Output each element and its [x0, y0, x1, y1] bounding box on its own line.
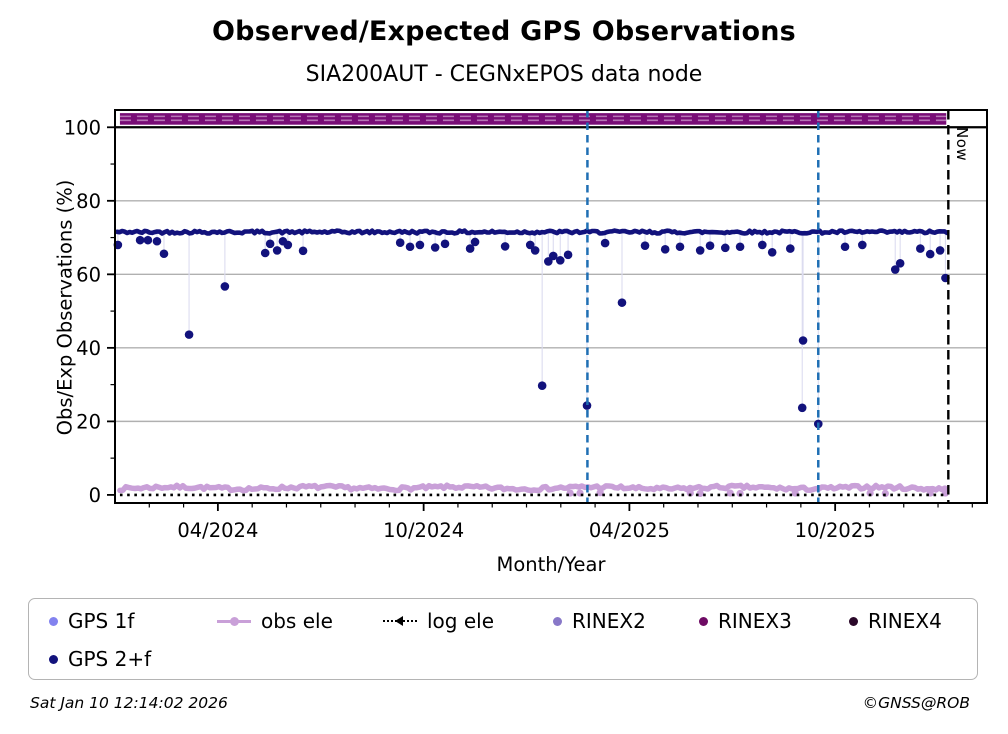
- legend-dotted-arrow-icon: [383, 616, 417, 626]
- gps2f-outlier: [555, 256, 565, 265]
- gps2f-outlier: [440, 239, 450, 249]
- gps2f-outlier: [925, 249, 935, 259]
- gps2f-outlier: [500, 242, 510, 251]
- legend-label: obs ele: [261, 609, 333, 633]
- gps2f-outlier: [537, 381, 547, 391]
- obs-ele-low-point: [596, 489, 604, 497]
- chart-subtitle: SIA200AUT - CEGNxEPOS data node: [305, 62, 703, 87]
- x-axis-label: Month/Year: [496, 553, 606, 576]
- gps2f-outlier: [272, 246, 282, 255]
- gps2f-outlier: [890, 265, 900, 274]
- gps2f-outlier: [544, 257, 553, 266]
- gps2f-outlier: [159, 249, 169, 259]
- y-tick-label: 60: [76, 263, 101, 286]
- x-tick-label: 04/2024: [177, 519, 258, 542]
- gps2f-outlier: [260, 248, 270, 258]
- gps2f-outlier: [640, 241, 650, 250]
- gps2f-outlier: [152, 236, 162, 246]
- now-annotation: Now: [953, 127, 971, 162]
- legend-item-rinex4: RINEX4: [849, 609, 977, 633]
- gps2f-outlier: [283, 240, 293, 250]
- gps2f-outlier: [395, 238, 405, 248]
- y-tick-label: 100: [64, 116, 101, 139]
- legend-item-obs-ele: obs ele: [217, 609, 383, 633]
- legend-item-gps-1f: GPS 1f: [49, 609, 217, 633]
- obs-ele-line: [117, 482, 948, 494]
- legend-label: RINEX4: [868, 609, 942, 633]
- legend-item-log-ele: log ele: [383, 609, 553, 633]
- gps2f-outlier: [184, 330, 194, 339]
- gps2f-outlier: [135, 235, 145, 245]
- x-tick-label: 04/2025: [589, 519, 670, 542]
- gps2f-outlier: [470, 237, 480, 247]
- gps2f-outlier: [797, 403, 807, 413]
- x-tick-label: 10/2024: [383, 519, 464, 542]
- y-tick-label: 0: [89, 484, 101, 507]
- gps2f-outlier: [660, 245, 670, 254]
- obs-ele-low-point: [736, 489, 744, 498]
- gps2f-outlier: [858, 240, 867, 250]
- legend-label: RINEX2: [572, 609, 646, 633]
- gps2f-outlier: [415, 240, 425, 250]
- legend-item-rinex2: RINEX2: [553, 609, 699, 633]
- gps2f-outlier: [735, 242, 745, 252]
- gps2f-outlier: [465, 244, 475, 253]
- gps2f-line: [114, 228, 950, 236]
- legend-label: GPS 1f: [68, 609, 135, 633]
- legend-dot-icon: [49, 616, 58, 626]
- gps2f-outlier: [525, 240, 535, 250]
- footer-credit: ©GNSS@ROB: [862, 694, 970, 712]
- gps2f-outlier: [220, 282, 230, 291]
- plot-frame: [114, 109, 988, 504]
- gps2f-outlier: [767, 247, 777, 257]
- y-tick-label: 80: [76, 190, 101, 213]
- legend-dot-icon: [553, 616, 562, 626]
- rinex-band: [119, 113, 947, 125]
- gps2f-outlier: [798, 336, 808, 345]
- gps2f-outlier: [617, 298, 627, 307]
- footer-timestamp: Sat Jan 10 12:14:02 2026: [30, 694, 228, 712]
- gps2f-outlier: [430, 243, 440, 252]
- gps2f-outlier: [935, 246, 945, 255]
- gps2f-outlier: [298, 246, 308, 256]
- gps2f-outlier: [405, 242, 415, 252]
- gps2f-outlier: [695, 246, 705, 255]
- obs-ele-low-point: [866, 489, 874, 497]
- legend-item-rinex3: RINEX3: [699, 609, 849, 633]
- gps2f-outlier: [675, 242, 685, 252]
- gps2f-outlier: [705, 241, 715, 250]
- gps2f-outlier: [548, 251, 558, 261]
- gps2f-outlier: [530, 246, 540, 255]
- legend-dot-icon: [849, 616, 858, 626]
- obs-ele-low-point: [686, 489, 694, 497]
- gps2f-outlier: [582, 401, 592, 410]
- legend-dot-icon: [699, 616, 708, 626]
- legend-dot-icon: [49, 654, 58, 664]
- gps2f-outlier: [916, 244, 925, 253]
- gps2f-outlier: [785, 244, 795, 253]
- legend-line-dot-icon: [217, 616, 251, 626]
- y-tick-label: 20: [76, 410, 101, 433]
- y-axis-label: Obs/Exp Observations (%): [53, 179, 77, 436]
- legend-label: log ele: [427, 609, 495, 633]
- gps2f-outlier: [720, 243, 730, 253]
- gps2f-outlier: [758, 240, 767, 250]
- legend-item-gps-2-f: GPS 2+f: [49, 647, 217, 671]
- gps2f-outlier: [600, 238, 610, 248]
- legend-label: RINEX3: [718, 609, 792, 633]
- gps2f-outlier: [563, 250, 573, 260]
- gps2f-outlier: [840, 242, 850, 252]
- gps2f-outlier: [895, 259, 905, 268]
- gps2f-outlier: [143, 235, 153, 245]
- gps2f-outlier: [265, 239, 275, 249]
- y-tick-label: 40: [76, 337, 101, 360]
- chart-title: Observed/Expected GPS Observations: [212, 16, 796, 47]
- legend: GPS 1f obs ele log ele RINEX2 RINEX3 RINEX4 GP…: [28, 598, 978, 680]
- x-tick-label: 10/2025: [795, 519, 876, 542]
- legend-label: GPS 2+f: [68, 647, 152, 671]
